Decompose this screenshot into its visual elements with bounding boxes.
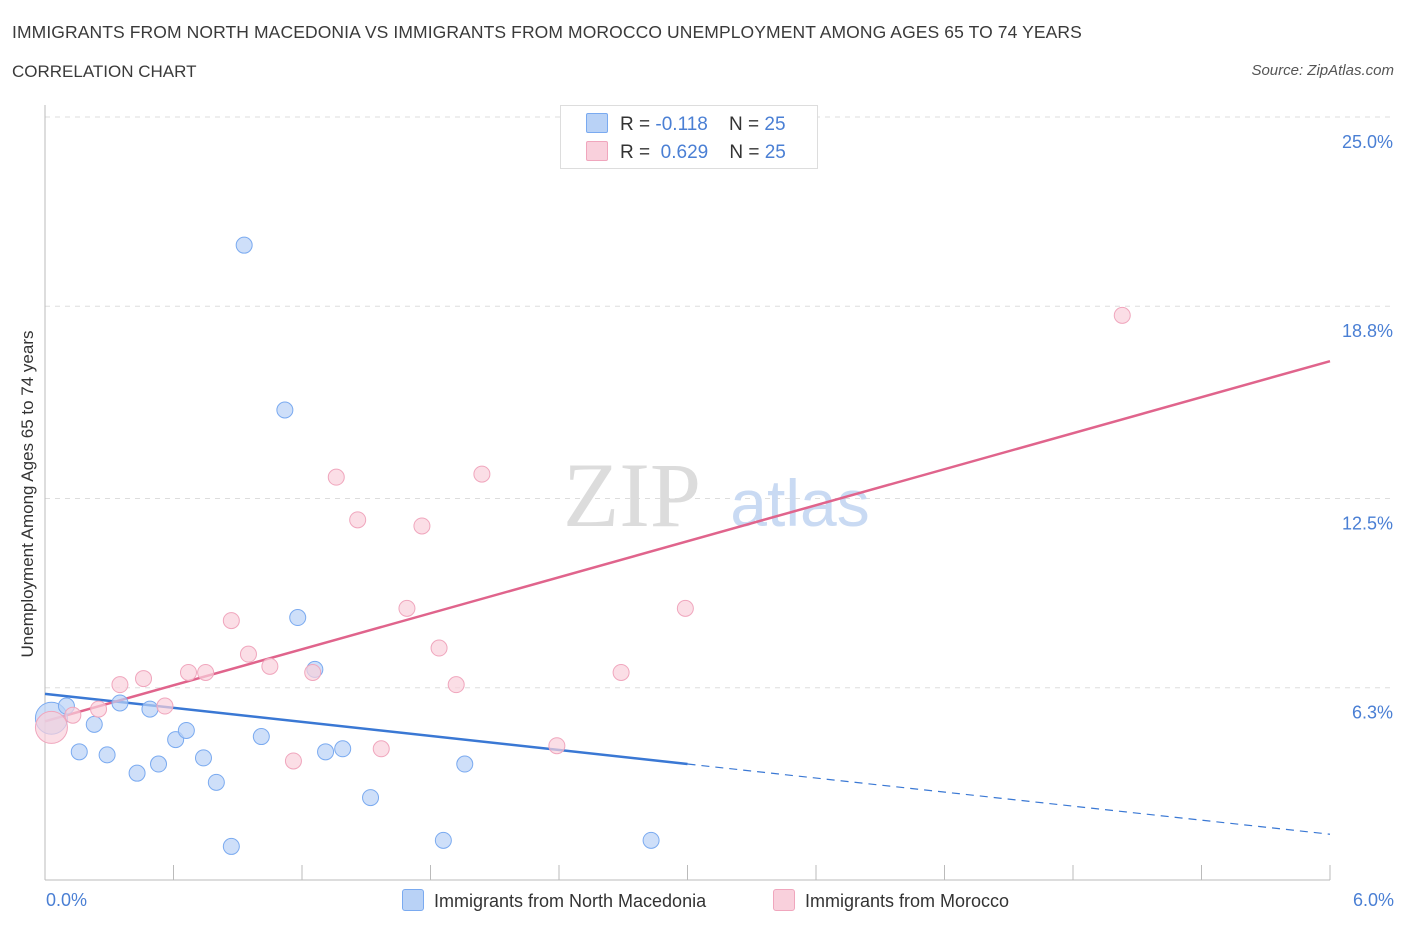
data-point	[98, 746, 116, 764]
data-point	[334, 740, 352, 758]
data-point	[111, 694, 129, 712]
data-point	[327, 468, 345, 486]
watermark-atlas: atlas	[730, 466, 869, 540]
data-point	[473, 465, 491, 483]
stats-r-label: R =	[620, 142, 651, 163]
watermark: ZIP atlas	[563, 444, 870, 546]
data-point	[207, 773, 225, 791]
data-point	[222, 837, 240, 855]
data-point	[642, 831, 660, 849]
data-point	[276, 401, 294, 419]
data-point	[235, 236, 253, 254]
y-tick-label: 18.8%	[1342, 321, 1393, 341]
data-point	[349, 511, 367, 529]
stats-n-value: 25	[764, 114, 786, 135]
data-point	[34, 710, 68, 744]
data-point	[548, 737, 566, 755]
y-tick-label: 6.3%	[1352, 703, 1393, 723]
data-point	[239, 645, 257, 663]
legend-item-morocco[interactable]: Immigrants from Morocco	[773, 889, 1009, 912]
data-point	[612, 663, 630, 681]
source-label: Source: ZipAtlas.com	[1251, 62, 1394, 79]
legend-label-north-macedonia: Immigrants from North Macedonia	[434, 891, 707, 911]
legend-swatch-morocco	[773, 889, 795, 911]
legend-item-north-macedonia[interactable]: Immigrants from North Macedonia	[402, 889, 706, 912]
trend-line-1	[44, 359, 1331, 723]
y-tick-label: 12.5%	[1342, 514, 1393, 534]
data-point	[261, 657, 279, 675]
data-point	[85, 715, 103, 733]
stats-n-value: 25	[764, 142, 786, 163]
data-point	[141, 700, 159, 718]
data-point	[284, 752, 302, 770]
data-point	[304, 663, 322, 681]
data-point	[135, 670, 153, 688]
data-point	[222, 612, 240, 630]
data-point	[194, 749, 212, 767]
correlation-stats-box: R = -0.118 N = 25 R = 0.629 N = 25	[560, 105, 818, 169]
data-point	[676, 599, 694, 617]
data-point	[289, 609, 307, 627]
data-point	[70, 743, 88, 761]
grid-lines	[45, 116, 1392, 689]
data-point	[64, 706, 82, 724]
stats-r-value: 0.629	[660, 142, 709, 163]
data-point	[90, 700, 108, 718]
y-tick-label: 25.0%	[1342, 132, 1393, 152]
x-tick-max: 6.0%	[1352, 890, 1394, 910]
data-point	[156, 697, 174, 715]
data-point	[128, 764, 146, 782]
data-point	[197, 663, 215, 681]
data-point	[456, 755, 474, 773]
stats-swatch-north-macedonia	[586, 113, 608, 133]
y-tick-labels: 6.3% 12.5% 18.8% 25.0%	[1342, 132, 1393, 723]
legend-label-morocco: Immigrants from Morocco	[805, 891, 1010, 911]
data-point	[413, 517, 431, 535]
legend-swatch-north-macedonia	[402, 889, 424, 911]
stats-r-value: -0.118	[655, 114, 708, 135]
data-point	[150, 755, 168, 773]
stats-r-label: R =	[620, 114, 651, 135]
data-points	[34, 236, 1131, 855]
data-point	[398, 599, 416, 617]
stats-n-label: N =	[729, 142, 760, 163]
stats-row-morocco: R = 0.629 N = 25	[586, 141, 786, 164]
data-point	[1113, 306, 1131, 324]
trend-line-0	[44, 692, 688, 766]
watermark-zip: ZIP	[563, 444, 701, 546]
data-point	[362, 789, 380, 807]
trend-lines	[44, 359, 1331, 835]
axes	[44, 105, 1331, 881]
data-point	[111, 676, 129, 694]
data-point	[177, 721, 195, 739]
data-point	[252, 728, 270, 746]
x-tick-min: 0.0%	[46, 890, 88, 910]
data-point	[430, 639, 448, 657]
chart-subtitle: CORRELATION CHART	[12, 62, 197, 81]
stats-swatch-morocco	[586, 141, 608, 161]
stats-row-north-macedonia: R = -0.118 N = 25	[586, 113, 786, 136]
data-point	[447, 676, 465, 694]
y-axis-label: Unemployment Among Ages 65 to 74 years	[18, 330, 37, 658]
data-point	[179, 663, 197, 681]
data-point	[372, 740, 390, 758]
data-point	[434, 831, 452, 849]
trend-line-extension-0	[687, 763, 1331, 835]
chart-title: IMMIGRANTS FROM NORTH MACEDONIA VS IMMIG…	[12, 22, 1082, 42]
stats-n-label: N =	[728, 114, 760, 135]
data-point	[317, 743, 335, 761]
